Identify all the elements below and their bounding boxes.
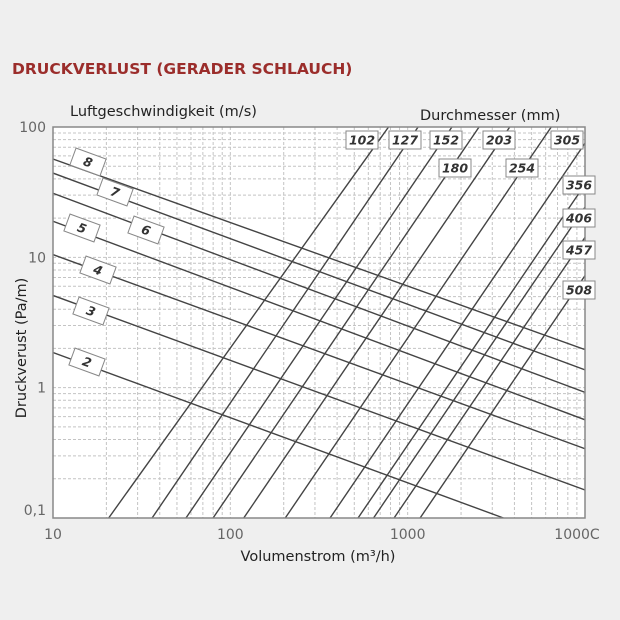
diameter-label-406: 406 — [562, 208, 596, 228]
svg-text:356: 356 — [566, 178, 592, 193]
diameter-label-305: 305 — [550, 130, 584, 150]
velocity-label-8: 8 — [69, 147, 107, 177]
velocity-label-4: 4 — [79, 255, 117, 285]
diameter-line-508 — [419, 274, 585, 518]
diameter-label-152: 152 — [429, 130, 463, 150]
velocity-line-7 — [53, 172, 585, 371]
diameter-line-305 — [329, 141, 585, 518]
x-tick-label: 100 — [217, 527, 244, 543]
velocity-line-4 — [53, 253, 585, 450]
y-tick-label: 1 — [37, 381, 46, 397]
diameter-label-356: 356 — [562, 175, 596, 195]
diameter-label-127: 127 — [388, 130, 422, 150]
svg-text:406: 406 — [565, 211, 592, 226]
x-tick-label: 1000C — [554, 527, 600, 543]
velocity-group-label: Luftgeschwindigkeit (m/s) — [70, 104, 257, 120]
velocity-label-2: 2 — [68, 347, 106, 377]
x-tick-label: 1000 — [390, 527, 426, 543]
diameter-label-102: 102 — [345, 130, 379, 150]
diameter-label-180: 180 — [438, 158, 472, 178]
diameter-line-457 — [393, 236, 585, 518]
diameter-line-254 — [284, 127, 552, 518]
velocity-line-2 — [53, 351, 504, 518]
svg-text:508: 508 — [566, 283, 592, 298]
diameter-line-203 — [243, 127, 511, 518]
plot-frame — [52, 126, 586, 519]
diameter-line-127 — [151, 127, 419, 518]
y-tick-label: 0,1 — [24, 503, 46, 519]
y-tick-label: 10 — [28, 250, 46, 266]
svg-text:305: 305 — [554, 133, 580, 148]
svg-text:4: 4 — [90, 261, 104, 278]
diameter-group-label: Durchmesser (mm) — [420, 108, 560, 124]
velocity-line-3 — [53, 294, 585, 491]
diameter-label-254: 254 — [505, 158, 539, 178]
velocity-line-8 — [53, 158, 585, 351]
svg-text:457: 457 — [565, 243, 592, 258]
y-axis-label: Druckverust (Pa/m) — [14, 278, 30, 419]
x-axis-label: Volumenstrom (m³/h) — [241, 549, 396, 565]
svg-text:127: 127 — [392, 133, 418, 148]
velocity-label-3: 3 — [72, 296, 110, 326]
svg-text:203: 203 — [486, 133, 512, 148]
diameter-line-180 — [212, 127, 480, 518]
chart-title: DRUCKVERLUST (GERADER SCHLAUCH) — [12, 60, 353, 78]
svg-text:254: 254 — [509, 161, 535, 176]
diameter-line-406 — [372, 205, 585, 518]
svg-text:180: 180 — [442, 161, 468, 176]
diameter-line-102 — [108, 127, 390, 518]
diameter-label-508: 508 — [562, 280, 596, 300]
svg-text:152: 152 — [433, 133, 459, 148]
velocity-label-6: 6 — [127, 215, 165, 245]
diameter-label-457: 457 — [562, 240, 596, 260]
velocity-line-5 — [53, 220, 585, 421]
y-tick-label: 100 — [19, 120, 46, 136]
velocity-label-7: 7 — [96, 177, 134, 207]
svg-text:102: 102 — [349, 133, 375, 148]
diameter-label-203: 203 — [482, 130, 516, 150]
diameter-line-152 — [185, 127, 453, 518]
x-tick-label: 10 — [44, 527, 62, 543]
velocity-label-5: 5 — [63, 213, 101, 243]
